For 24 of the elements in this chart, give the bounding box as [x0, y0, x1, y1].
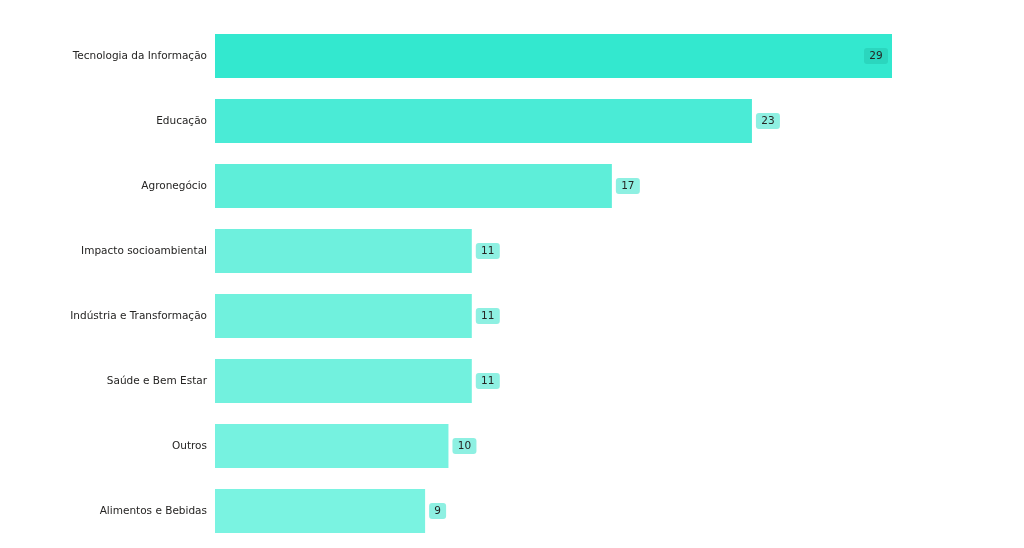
bar: [215, 424, 449, 468]
data-label: 29: [869, 49, 883, 61]
data-label: 17: [621, 179, 635, 191]
y-tick-label: Agronegócio: [141, 179, 207, 191]
y-tick-label: Alimentos e Bebidas: [99, 504, 207, 516]
y-tick-label: Outros: [171, 439, 207, 451]
data-label: 11: [481, 309, 495, 321]
y-tick-label: Impacto socioambiental: [81, 244, 207, 256]
bar: [215, 34, 892, 78]
data-label: 23: [761, 114, 775, 126]
y-tick-label: Educação: [156, 114, 207, 126]
bar: [215, 489, 426, 533]
data-label: 11: [481, 374, 495, 386]
data-label: 11: [481, 244, 495, 256]
y-tick-label: Saúde e Bem Estar: [106, 374, 208, 386]
y-tick-label: Indústria e Transformação: [70, 309, 207, 321]
data-label: 9: [434, 504, 441, 516]
bar: [215, 164, 612, 208]
data-label: 10: [457, 439, 472, 451]
y-tick-label: Tecnologia da Informação: [71, 49, 207, 61]
bar: [215, 294, 472, 338]
bar: [215, 229, 472, 273]
bar: [215, 359, 472, 403]
bar: [215, 99, 752, 143]
